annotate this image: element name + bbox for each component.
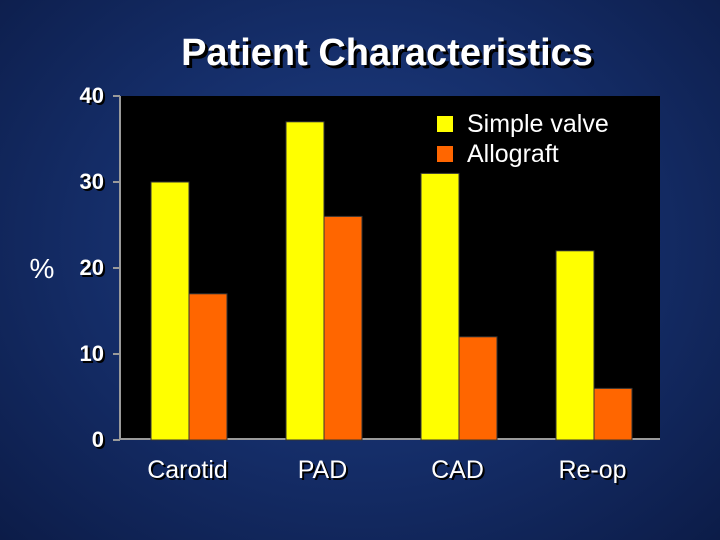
legend-label: Allograft xyxy=(467,140,559,168)
category-label: CAD xyxy=(431,456,484,484)
y-axis-label: % xyxy=(30,253,55,284)
y-tick-label: 40 xyxy=(80,83,104,108)
y-tick-label-shadow: 20 xyxy=(82,257,106,282)
y-tick-label: 0 xyxy=(92,427,104,452)
bars xyxy=(150,121,633,441)
chart-title-shadow: Patient Characteristics xyxy=(184,35,596,77)
bar-simple-valve-re-op xyxy=(555,250,595,441)
y-tick-label: 30 xyxy=(80,169,104,194)
legend-swatch xyxy=(437,146,453,162)
category-label: Re-op xyxy=(558,456,626,484)
bar-simple-valve-pad xyxy=(285,121,325,441)
bar-allograft-cad xyxy=(458,336,498,441)
bar-allograft-pad xyxy=(323,215,363,441)
bar-simple-valve-carotid xyxy=(150,181,190,441)
y-tick-label: 20 xyxy=(80,255,104,280)
category-label-shadow: CAD xyxy=(433,458,486,486)
category-label-shadow: Re-op xyxy=(560,458,628,486)
category-label-shadow: Carotid xyxy=(149,458,230,486)
category-label-shadow: PAD xyxy=(300,458,350,486)
y-tick-label-shadow: 30 xyxy=(82,171,106,196)
bar-allograft-re-op xyxy=(593,387,633,441)
bar-simple-valve-cad xyxy=(420,172,460,441)
chart-title: Patient Characteristics xyxy=(181,32,593,74)
y-tick-label-shadow: 40 xyxy=(82,85,106,110)
category-label: PAD xyxy=(298,456,348,484)
category-label: Carotid xyxy=(147,456,228,484)
y-tick-label-shadow: 0 xyxy=(94,429,106,454)
legend-label: Simple valve xyxy=(467,110,609,138)
bar-allograft-carotid xyxy=(188,293,228,441)
legend-swatch xyxy=(437,116,453,132)
y-tick-label-shadow: 10 xyxy=(82,343,106,368)
y-tick-label: 10 xyxy=(80,341,104,366)
